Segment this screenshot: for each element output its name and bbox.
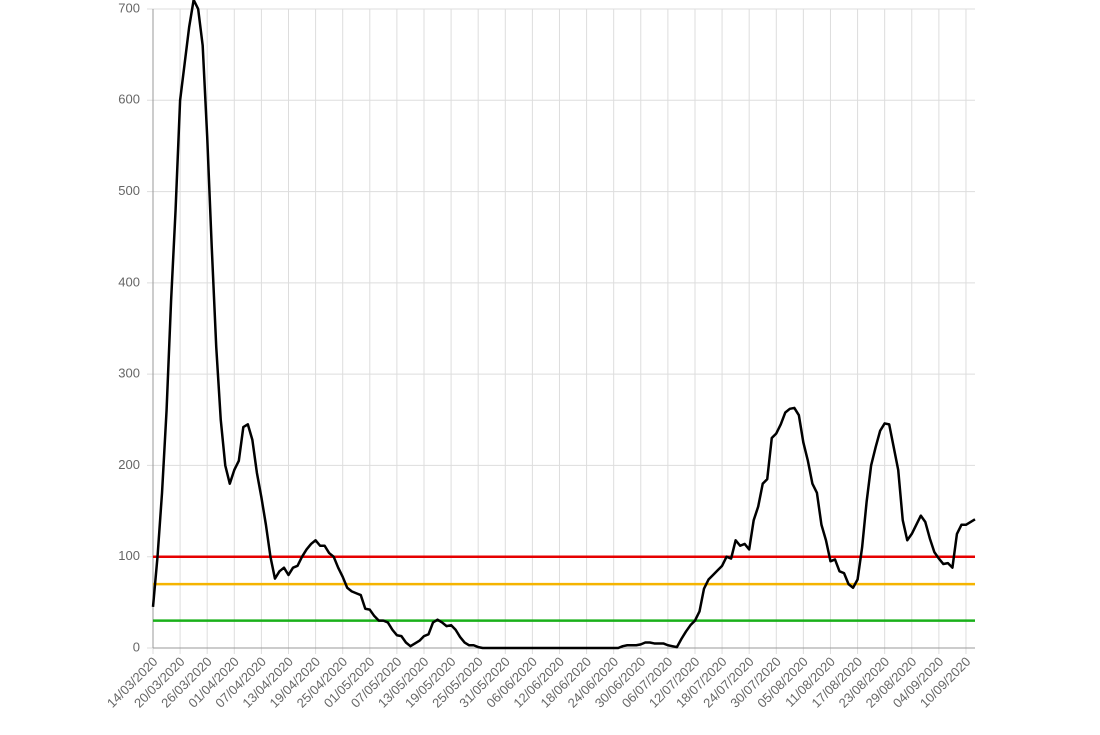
y-tick-label: 300: [118, 366, 140, 381]
data-line: [151, 0, 976, 650]
y-tick-label: 600: [118, 92, 140, 107]
y-tick-label: 200: [118, 457, 140, 472]
y-tick-label: 700: [118, 0, 140, 15]
y-tick-label: 400: [118, 274, 140, 289]
y-tick-label: 500: [118, 183, 140, 198]
y-tick-label: 100: [118, 548, 140, 563]
y-tick-label: 0: [133, 639, 140, 654]
